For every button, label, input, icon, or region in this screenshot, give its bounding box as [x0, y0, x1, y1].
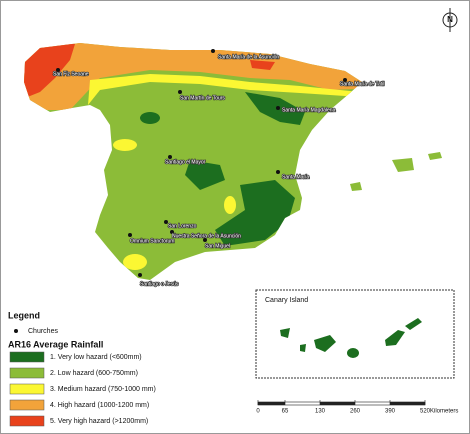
island	[428, 152, 442, 160]
legend-church: Churches	[28, 328, 58, 335]
legend-swatch	[9, 367, 45, 379]
legend-rainfall-title: AR16 Average Rainfall	[8, 339, 103, 349]
church-label: Santa María de Tatil	[340, 81, 384, 87]
church-label: Santiago el Mayor	[165, 159, 206, 165]
church-point	[164, 220, 168, 224]
church-point	[343, 78, 347, 82]
church-label: Santa María	[282, 174, 309, 180]
zone-very-high	[24, 43, 75, 100]
legend-label: 5. Very high hazard (>1200mm)	[50, 418, 148, 425]
church-symbol	[14, 329, 18, 333]
legend-label: 1. Very low hazard (<600mm)	[50, 354, 142, 361]
zone-medium	[224, 196, 236, 214]
church-point	[138, 273, 142, 277]
zone-low	[24, 43, 362, 280]
balearic-islands	[350, 152, 442, 191]
island	[385, 330, 405, 346]
scale-label: 260	[350, 409, 361, 415]
zone-medium	[113, 139, 137, 151]
scale-unit: Kilometers	[430, 409, 458, 415]
island	[347, 348, 359, 358]
inset-frame	[255, 289, 455, 379]
scale-segment	[258, 402, 285, 405]
island	[280, 328, 290, 338]
scale-bar: 0 65 130 260 390 520 Kilometers	[256, 400, 458, 415]
scale-label: 390	[385, 409, 396, 415]
church-label: San Miguel	[205, 243, 230, 249]
church-point	[276, 106, 280, 110]
scale-label: 0	[256, 409, 260, 415]
inset: Canary Island	[255, 289, 455, 379]
church-point	[276, 170, 280, 174]
island	[392, 158, 414, 172]
north-arrow: N	[442, 8, 458, 32]
inset-title: Canary Island	[265, 297, 308, 304]
legend-swatch	[9, 399, 45, 411]
church-point	[168, 155, 172, 159]
church-point	[170, 230, 174, 234]
church-label: Omnium Sanctorum	[130, 238, 174, 244]
zone-very-low	[185, 160, 225, 190]
island	[314, 335, 336, 352]
scale-segment	[320, 402, 355, 405]
church-label: Nuestra Señora de la Asunción	[172, 233, 241, 239]
legend-swatch	[9, 351, 45, 363]
zone-medium	[88, 74, 360, 105]
scale-label: 65	[282, 409, 289, 415]
church-label: Santiago o Jesús	[140, 281, 179, 287]
zone-very-high	[250, 60, 275, 70]
mainland	[24, 43, 362, 280]
church-label: San Fiz Seoane	[53, 71, 89, 77]
church-point	[56, 68, 60, 72]
north-label: N	[447, 15, 453, 24]
zone-very-low	[245, 92, 305, 125]
legend: Legend Churches AR16 Average Rainfall 1.…	[8, 310, 156, 427]
church-point	[178, 90, 182, 94]
church-label: Santa María de la Asunción	[218, 54, 279, 60]
island	[300, 344, 306, 352]
legend-swatch	[9, 415, 45, 427]
legend-label: 3. Medium hazard (750-1000 mm)	[50, 386, 156, 393]
church-label: San Lorenzo	[168, 223, 197, 229]
island	[405, 318, 422, 330]
zone-very-low	[215, 180, 295, 246]
church-point	[211, 49, 215, 53]
church-label: Santa María Magdalena	[282, 107, 336, 113]
scale-segment	[390, 402, 425, 405]
church-label: San Martín de Tours	[180, 95, 225, 101]
scale-label: 130	[315, 409, 326, 415]
church-layer: Santa María de la Asunción San Fiz Seoane…	[52, 49, 385, 288]
zone-very-low	[140, 112, 160, 124]
church-point	[203, 238, 207, 242]
legend-swatch	[9, 383, 45, 395]
legend-label: 4. High hazard (1000-1200 mm)	[50, 402, 149, 409]
church-point	[128, 233, 132, 237]
scale-label: 520	[420, 409, 431, 415]
island	[350, 182, 362, 191]
zone-medium	[123, 254, 147, 270]
legend-title: Legend	[8, 310, 40, 320]
legend-label: 2. Low hazard (600-750mm)	[50, 370, 138, 377]
